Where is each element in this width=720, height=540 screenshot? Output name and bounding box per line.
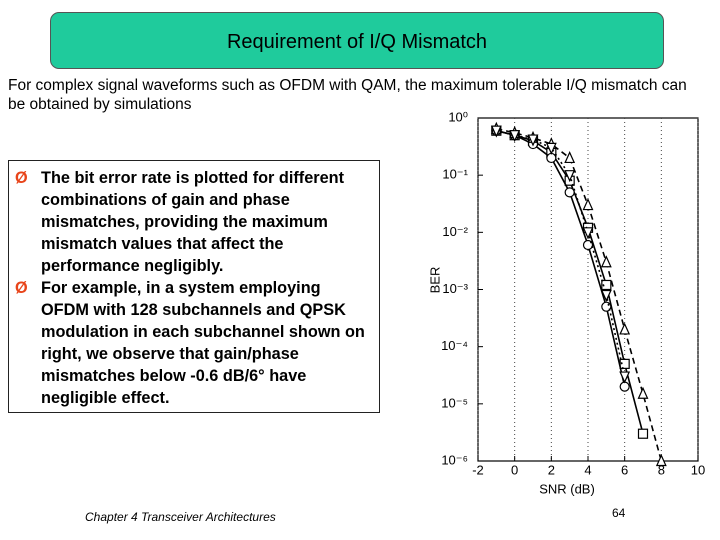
y-tick-label: 10⁻⁵ xyxy=(441,395,468,410)
marker xyxy=(582,198,594,211)
y-tick-label: 10⁻⁶ xyxy=(441,452,468,467)
series-line xyxy=(496,127,663,462)
x-tick-label: -2 xyxy=(472,462,484,477)
intro-text: For complex signal waveforms such as OFD… xyxy=(8,77,687,113)
marker xyxy=(600,289,612,303)
plot-frame xyxy=(477,117,699,462)
bullet: The bit error rate is plotted for differ… xyxy=(15,167,373,277)
marker xyxy=(637,428,649,439)
x-axis-label: SNR (dB) xyxy=(539,481,595,496)
x-tick-label: 10 xyxy=(691,462,705,477)
marker xyxy=(655,454,667,467)
x-tick-label: 6 xyxy=(621,462,628,477)
x-tick-label: 8 xyxy=(658,462,665,477)
y-tick-label: 10⁻³ xyxy=(442,281,468,296)
marker xyxy=(509,130,521,143)
series-line xyxy=(496,129,626,377)
page-number: 64 xyxy=(612,506,626,520)
x-tick-label: 0 xyxy=(511,462,518,477)
marker xyxy=(564,187,575,198)
marker xyxy=(564,170,576,183)
marker xyxy=(527,134,539,147)
y-axis-label: BER xyxy=(427,267,442,294)
marker xyxy=(564,150,576,164)
bullet: For example, in a system employing OFDM … xyxy=(15,277,373,409)
marker xyxy=(490,125,502,138)
y-tick-label: 10⁻⁴ xyxy=(441,338,468,353)
footer: Chapter 4 Transceiver Architectures xyxy=(85,510,276,524)
marker xyxy=(619,371,631,384)
marker xyxy=(545,142,557,155)
slide-title: Requirement of I/Q Mismatch xyxy=(226,31,488,53)
marker xyxy=(619,322,631,335)
bullet-box: The bit error rate is plotted for differ… xyxy=(8,160,380,413)
y-tick-label: 10⁰ xyxy=(448,109,468,124)
x-tick-label: 4 xyxy=(584,462,591,477)
y-tick-label: 10⁻¹ xyxy=(442,167,468,182)
title-box: Requirement of I/Q Mismatch xyxy=(50,12,664,69)
marker xyxy=(637,386,649,399)
marker xyxy=(582,227,594,240)
marker xyxy=(600,255,612,268)
marker xyxy=(601,279,612,291)
y-tick-label: 10⁻² xyxy=(442,224,468,239)
x-tick-label: 2 xyxy=(548,462,555,477)
